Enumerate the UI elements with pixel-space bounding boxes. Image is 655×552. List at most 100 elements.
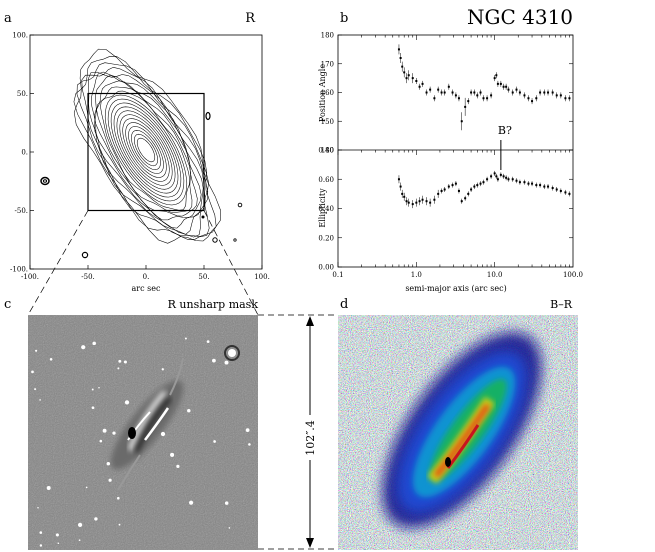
contour-line: [104, 94, 188, 206]
contour-line: [113, 106, 179, 194]
ellipticity-point: [502, 175, 505, 178]
panel-d-letter: d: [340, 297, 348, 312]
pa-point: [457, 97, 460, 100]
star: [117, 367, 120, 370]
star: [98, 387, 100, 389]
star-contour: [201, 215, 205, 219]
color-map-dark-knot: [445, 457, 451, 467]
pa-point: [559, 94, 562, 97]
star-contour: [205, 111, 211, 121]
star: [39, 544, 43, 547]
ellipticity-point: [415, 201, 418, 204]
tick-label: 0.20: [318, 234, 334, 242]
bar-marker-label: B?: [498, 124, 512, 137]
panel-c-letter: c: [4, 297, 11, 312]
tick-label: 170: [321, 60, 334, 68]
star: [92, 341, 96, 346]
pa-point: [447, 85, 450, 88]
contour-line: [107, 98, 185, 202]
pa-point: [403, 71, 406, 74]
star: [57, 542, 60, 544]
pa-point: [451, 91, 454, 94]
star: [35, 349, 38, 352]
pa-point: [470, 91, 473, 94]
ellipticity-point: [401, 192, 404, 195]
contour-line: [128, 126, 164, 174]
ellipticity-point: [403, 195, 406, 198]
pa-point: [454, 94, 457, 97]
contour-line: [122, 118, 170, 182]
ellipticity-point: [507, 178, 510, 181]
panel-b-ticks: 0.1 1.0 10.0 100.0 140 150 160 170 180 0.00 0.20 0.…: [318, 32, 583, 280]
pa-point: [421, 82, 424, 85]
tick-label: 0.80: [318, 147, 334, 155]
panel-a-ticks: -100. -50. 0. 50. 100. 100. 50. 0. -50. -100.: [10, 32, 270, 282]
pa-point: [499, 82, 502, 85]
color-level-6: [433, 403, 491, 478]
ellipticity-point: [405, 200, 408, 203]
pa-point: [476, 94, 479, 97]
ellipticity-point: [518, 181, 521, 184]
star: [124, 400, 130, 405]
zoom-line-left: [27, 210, 89, 316]
pa-point: [411, 77, 414, 80]
panel-d-color-map: B–R: [338, 298, 578, 550]
star: [39, 399, 41, 401]
pa-point: [490, 94, 493, 97]
pa-point: [496, 82, 499, 85]
pa-point: [493, 77, 496, 80]
star: [81, 345, 86, 350]
ellipticity-point: [543, 185, 546, 188]
star: [34, 388, 37, 391]
star: [99, 439, 103, 443]
ellipticity-point: [467, 192, 470, 195]
faint-arm: [117, 454, 141, 491]
scale-arrowhead-up: [306, 316, 314, 326]
panel-b-letter: b: [340, 11, 348, 26]
contour-line: [119, 114, 173, 186]
tick-label: 1.0: [411, 271, 422, 279]
bright-ridge: [128, 390, 167, 451]
star: [39, 531, 43, 534]
bright-star: [228, 349, 236, 357]
ellipticity-point: [425, 200, 428, 203]
scale-arrowhead-down: [306, 538, 314, 548]
contour-line: [73, 56, 217, 240]
pa-point: [495, 74, 498, 77]
ellipticity-point: [555, 188, 558, 191]
figure-title: NGC 4310: [467, 5, 573, 29]
star: [91, 388, 94, 391]
pa-point: [473, 91, 476, 94]
tick-label: 160: [321, 89, 334, 97]
pa-point: [564, 97, 567, 100]
tick-label: 50.: [198, 273, 209, 281]
mask-galaxy: [110, 357, 184, 491]
star: [160, 431, 166, 437]
pa-point: [482, 97, 485, 100]
star-contour: [237, 202, 243, 208]
star: [37, 507, 39, 509]
pa-point: [464, 105, 467, 108]
pa-point: [437, 88, 440, 91]
ellipticity-point: [397, 178, 400, 181]
contour-lines: [73, 48, 221, 244]
faint-arm: [169, 357, 184, 396]
star: [117, 496, 120, 500]
pa-point: [507, 88, 510, 91]
contour-line: [136, 137, 156, 163]
tick-label: 150: [321, 118, 334, 126]
panel-a-filter-label: R: [245, 11, 256, 26]
ellipticity-point: [443, 188, 446, 191]
ellipticity-point: [551, 187, 554, 190]
star: [245, 428, 250, 432]
star: [176, 464, 180, 469]
ellipticity-point: [539, 184, 542, 187]
star: [106, 461, 111, 466]
tick-label: 10.0: [487, 271, 503, 279]
pa-point: [407, 74, 410, 77]
contour-line: [134, 133, 158, 167]
contour-line: [116, 110, 176, 190]
pa-point: [511, 91, 514, 94]
